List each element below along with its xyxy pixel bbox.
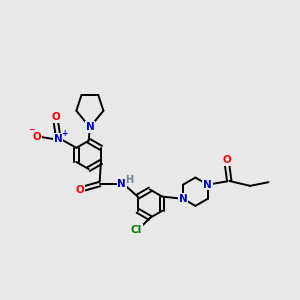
Text: N: N: [54, 134, 62, 144]
Text: H: H: [126, 175, 134, 185]
Text: O: O: [222, 155, 231, 165]
Text: Cl: Cl: [131, 225, 142, 235]
Text: N: N: [85, 122, 94, 132]
Text: N: N: [203, 180, 212, 190]
Text: O: O: [33, 132, 41, 142]
Text: +: +: [62, 129, 68, 138]
Text: N: N: [117, 179, 126, 189]
Text: N: N: [179, 194, 188, 204]
Text: O: O: [51, 112, 60, 122]
Text: O: O: [75, 185, 84, 195]
Text: −: −: [28, 125, 35, 134]
